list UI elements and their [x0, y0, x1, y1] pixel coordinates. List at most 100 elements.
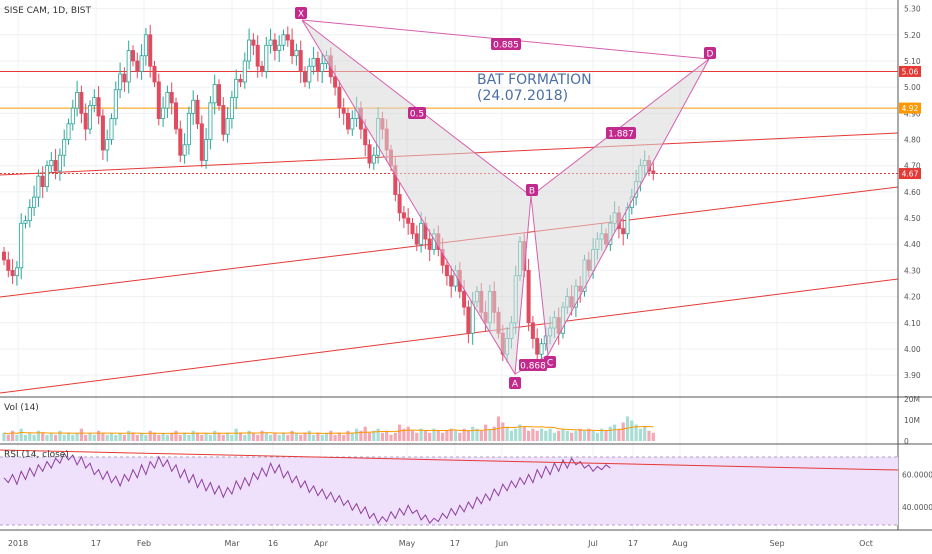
- volume-bar[interactable]: [101, 432, 105, 441]
- volume-bar[interactable]: [208, 434, 212, 441]
- candle[interactable]: [341, 107, 346, 114]
- volume-bar[interactable]: [170, 432, 174, 441]
- volume-bar[interactable]: [140, 432, 144, 441]
- volume-bar[interactable]: [157, 434, 161, 441]
- volume-bar[interactable]: [415, 432, 419, 441]
- volume-bar[interactable]: [234, 428, 238, 441]
- volume-bar[interactable]: [131, 432, 135, 441]
- volume-bar[interactable]: [595, 432, 599, 441]
- candle[interactable]: [311, 57, 316, 67]
- volume-bar[interactable]: [19, 428, 23, 441]
- volume-bar[interactable]: [531, 428, 535, 441]
- volume-bar[interactable]: [445, 430, 449, 441]
- candle[interactable]: [126, 50, 131, 83]
- candle[interactable]: [229, 97, 234, 119]
- candle[interactable]: [53, 160, 58, 172]
- candle[interactable]: [178, 128, 183, 156]
- volume-bar[interactable]: [587, 428, 591, 441]
- volume-bar[interactable]: [109, 432, 114, 441]
- volume-bar[interactable]: [410, 430, 415, 441]
- volume-bar[interactable]: [574, 430, 578, 441]
- candle[interactable]: [79, 91, 84, 114]
- price-axis[interactable]: 3.90 4.00 4.10 4.20 4.30 4.40 4.50 4.60 4.70 4.80…: [904, 5, 921, 381]
- candle[interactable]: [315, 57, 320, 72]
- volume-bar[interactable]: [518, 424, 522, 441]
- volume-bar[interactable]: [333, 434, 337, 441]
- time-axis[interactable]: 2018 17 Feb Mar 16 Apr May 17 Jun Jul 17 Aug Sep Oct: [8, 539, 873, 548]
- candle[interactable]: [414, 233, 419, 245]
- volume-bar[interactable]: [621, 422, 625, 441]
- volume-bar[interactable]: [604, 430, 608, 441]
- candle[interactable]: [32, 196, 37, 208]
- candle[interactable]: [83, 112, 88, 130]
- volume-bar[interactable]: [71, 434, 75, 441]
- candle[interactable]: [109, 118, 114, 140]
- ratio-label-bd[interactable]: 1.887: [606, 127, 636, 140]
- volume-bar[interactable]: [428, 432, 432, 441]
- rsi-line[interactable]: [3, 452, 611, 525]
- volume-bar[interactable]: [617, 428, 621, 441]
- volume-bar[interactable]: [398, 424, 402, 441]
- candle[interactable]: [410, 222, 415, 235]
- volume-bar[interactable]: [290, 430, 294, 441]
- lower-trend-line[interactable]: [0, 278, 899, 394]
- volume-bar[interactable]: [217, 432, 221, 441]
- candle[interactable]: [23, 220, 28, 224]
- volume-bar[interactable]: [183, 432, 187, 441]
- volume-bar[interactable]: [570, 432, 574, 441]
- volume-bar[interactable]: [247, 430, 251, 441]
- annotation-date[interactable]: (24.07.2018): [477, 88, 568, 104]
- volume-bar[interactable]: [372, 430, 376, 441]
- volume-bar[interactable]: [552, 432, 556, 441]
- candle[interactable]: [302, 71, 307, 83]
- volume-bar[interactable]: [527, 430, 531, 441]
- volume-bar[interactable]: [299, 434, 303, 441]
- volume-bar[interactable]: [355, 428, 359, 441]
- volume-bar[interactable]: [539, 428, 544, 441]
- candle[interactable]: [449, 275, 454, 287]
- candle[interactable]: [143, 34, 148, 57]
- candle[interactable]: [320, 63, 325, 72]
- volume-bar[interactable]: [135, 434, 139, 441]
- candle[interactable]: [195, 99, 200, 125]
- candle[interactable]: [27, 207, 32, 222]
- candle[interactable]: [238, 78, 243, 83]
- volume-bar[interactable]: [625, 416, 630, 441]
- candle[interactable]: [130, 50, 135, 62]
- volume-bar[interactable]: [600, 428, 604, 441]
- candle[interactable]: [251, 39, 256, 46]
- volume-bar[interactable]: [548, 428, 552, 441]
- volume-bar[interactable]: [187, 434, 191, 441]
- volume-bar[interactable]: [277, 434, 281, 441]
- volume-bar[interactable]: [269, 434, 273, 441]
- volume-bar[interactable]: [204, 432, 208, 441]
- candle[interactable]: [186, 112, 191, 146]
- candle[interactable]: [264, 44, 269, 72]
- volume-bar[interactable]: [591, 430, 595, 441]
- volume-bar[interactable]: [230, 434, 234, 441]
- candle[interactable]: [139, 55, 144, 72]
- volume-bar[interactable]: [350, 432, 354, 441]
- volume-bar[interactable]: [342, 434, 346, 441]
- volume-bar[interactable]: [484, 424, 488, 441]
- candle[interactable]: [444, 264, 449, 277]
- volume-bar[interactable]: [127, 430, 131, 441]
- candle[interactable]: [92, 97, 97, 106]
- volume-bar[interactable]: [346, 430, 350, 441]
- candle[interactable]: [539, 343, 544, 355]
- candle[interactable]: [234, 78, 239, 99]
- candle[interactable]: [363, 128, 368, 146]
- candle[interactable]: [530, 322, 535, 339]
- candle[interactable]: [96, 97, 101, 117]
- point-label-d[interactable]: D: [704, 47, 716, 60]
- volume-bar[interactable]: [41, 432, 45, 441]
- volume-bar[interactable]: [643, 426, 647, 441]
- volume-bar[interactable]: [419, 428, 423, 441]
- volume-bar[interactable]: [578, 428, 582, 441]
- candle[interactable]: [14, 267, 19, 277]
- volume-bar[interactable]: [152, 432, 157, 441]
- volume-bar[interactable]: [88, 432, 92, 441]
- volume-bar[interactable]: [191, 430, 195, 441]
- volume-bar[interactable]: [522, 426, 526, 441]
- volume-bar[interactable]: [638, 428, 642, 441]
